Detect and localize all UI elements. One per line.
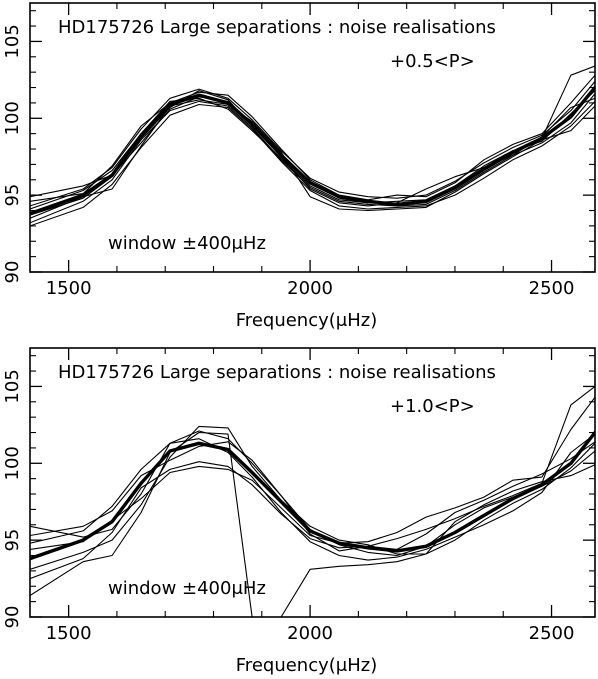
- y-tick-label: 95: [2, 529, 23, 552]
- x-tick-label: 2000: [287, 278, 333, 299]
- y-tick-label: 105: [2, 24, 23, 58]
- x-tick-label: 2000: [287, 623, 333, 644]
- x-tick-label: 1500: [46, 278, 92, 299]
- series-line-8: [30, 425, 595, 570]
- chart-top: 1500 2000 2500 90 95 100 105 HD175726 Large sep…: [2, 2, 596, 331]
- series-line-7: [30, 99, 595, 219]
- y-tick-label: 95: [2, 184, 23, 207]
- series-line-8: [30, 90, 595, 210]
- chart-subtitle: +0.5<P>: [390, 51, 475, 72]
- chart-title: HD175726 Large separations : noise reali…: [58, 17, 496, 38]
- series-line-3: [30, 93, 595, 224]
- y-tick-label: 90: [2, 261, 23, 284]
- series-group: [30, 385, 595, 617]
- series-line-4: [30, 96, 595, 207]
- series-line-5: [30, 433, 595, 561]
- x-axis-label: Frequency(μHz): [236, 655, 377, 676]
- chart-bottom: 1500 2000 2500 90 95 100 105 HD175726 Large sep…: [2, 347, 596, 676]
- y-tick-label: 100: [2, 101, 23, 135]
- series-line-3: [30, 431, 595, 617]
- series-line-9: [30, 65, 595, 216]
- plot-frame: [29, 2, 596, 273]
- series-line-2: [30, 80, 595, 207]
- chart-title: HD175726 Large separations : noise reali…: [58, 362, 496, 383]
- series-line-6: [30, 441, 595, 580]
- series-line-2: [30, 430, 595, 557]
- plot-frame: [29, 347, 596, 618]
- window-annotation: window ±400μHz: [108, 233, 266, 254]
- x-tick-label: 1500: [46, 623, 92, 644]
- series-line-6: [30, 74, 595, 202]
- series-line-mean: [30, 85, 595, 216]
- window-annotation: window ±400μHz: [108, 578, 266, 599]
- y-tick-label: 105: [2, 369, 23, 403]
- series-group: [30, 65, 595, 227]
- series-line-7: [30, 396, 595, 550]
- y-tick-label: 90: [2, 606, 23, 629]
- series-line-4: [30, 385, 595, 552]
- y-tick-label: 100: [2, 446, 23, 480]
- series-line-5: [30, 100, 595, 227]
- x-tick-label: 2500: [529, 278, 575, 299]
- x-axis-label: Frequency(μHz): [236, 310, 377, 331]
- x-tick-label: 2500: [529, 623, 575, 644]
- chart-subtitle: +1.0<P>: [390, 396, 475, 417]
